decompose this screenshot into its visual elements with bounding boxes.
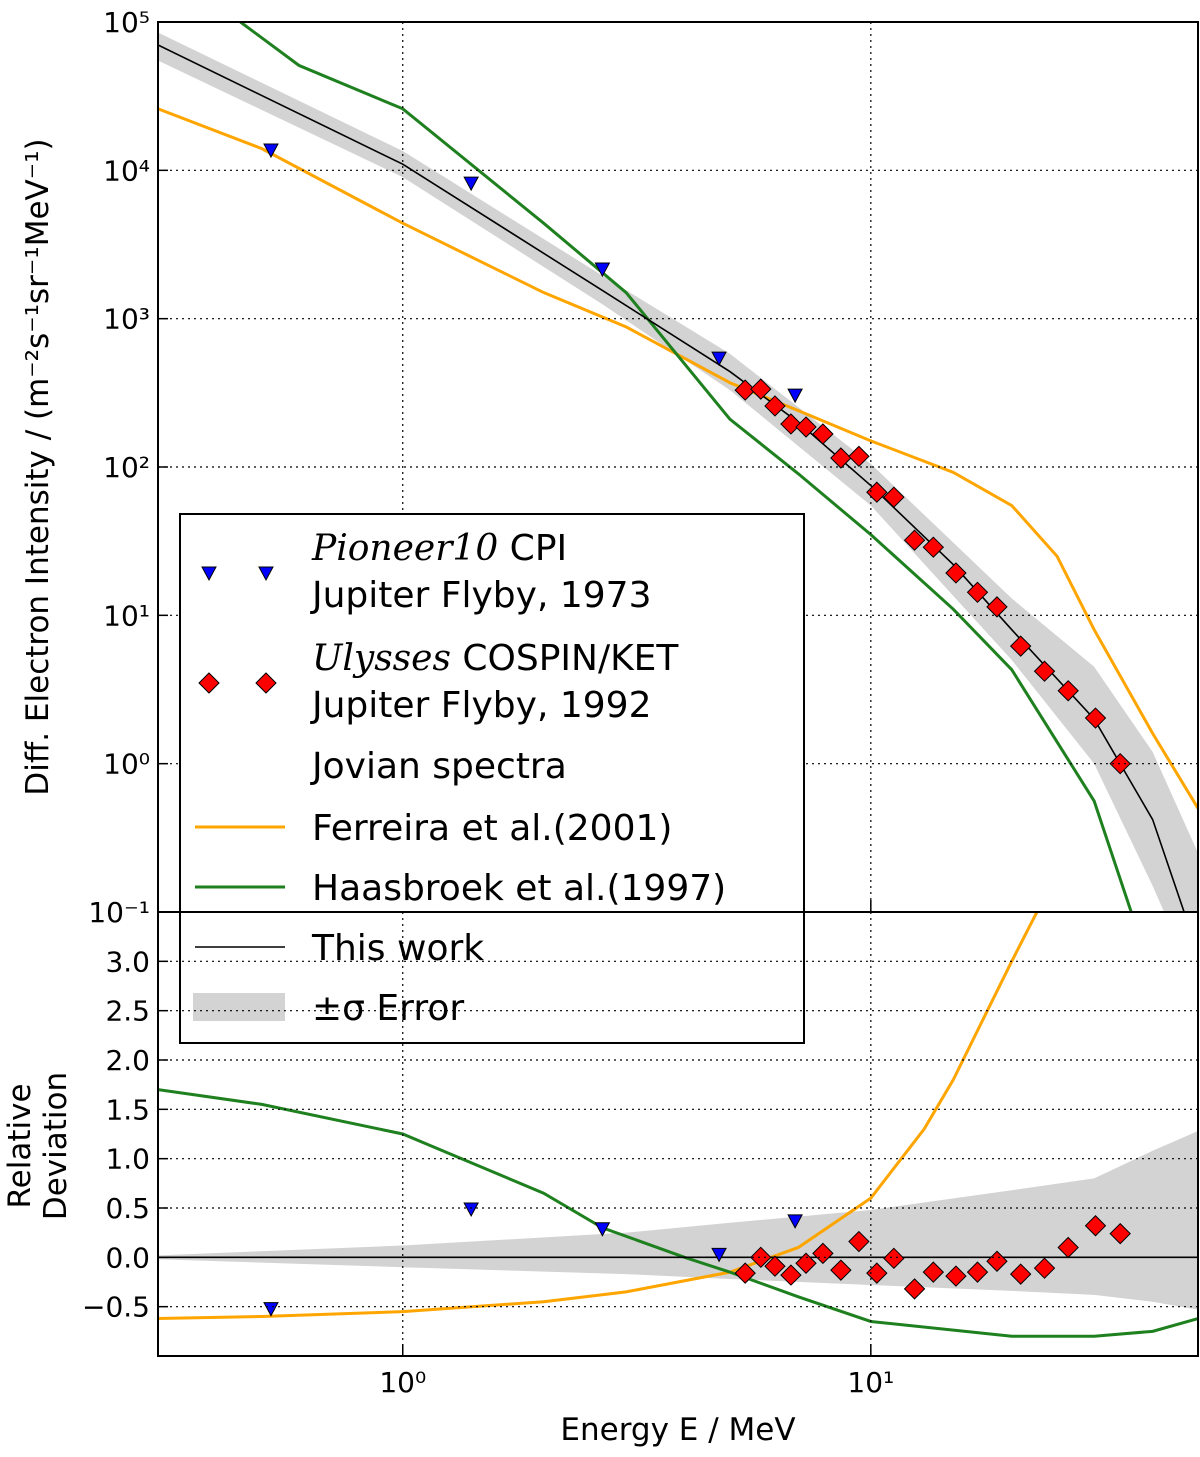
diamond-marker — [922, 536, 945, 558]
x-tick-label: 10⁰ — [379, 1366, 426, 1399]
diamond-marker — [866, 1262, 888, 1284]
diamond-marker — [812, 1242, 834, 1265]
diamond-marker — [750, 1246, 772, 1269]
y-tick-label: 1.5 — [105, 1093, 150, 1126]
curve — [239, 22, 1133, 912]
diamond-marker — [1009, 635, 1032, 657]
diamond-marker — [1109, 1222, 1131, 1245]
triangle-marker — [263, 143, 279, 159]
legend-swatch — [193, 993, 285, 1021]
legend-label: Ferreira et al.(2001) — [312, 808, 672, 849]
legend-marker — [201, 566, 217, 582]
diamond-marker — [903, 1278, 926, 1300]
triangle-marker — [594, 1222, 611, 1237]
legend-label: ±σ Error — [312, 988, 464, 1029]
diamond-marker — [883, 1247, 905, 1270]
y-tick-label: 1.0 — [105, 1143, 150, 1176]
diamond-marker — [780, 413, 802, 435]
diamond-marker — [795, 1252, 817, 1274]
diamond-marker — [1084, 707, 1107, 729]
legend-label: This work — [311, 928, 484, 969]
diamond-marker — [883, 486, 905, 508]
diamond-marker — [848, 445, 870, 468]
error-band — [158, 1131, 1198, 1310]
diamond-marker — [986, 1250, 1008, 1272]
diamond-marker — [966, 1261, 989, 1283]
legend-marker — [198, 672, 220, 694]
triangle-marker — [594, 262, 611, 278]
legend-label: Pioneer10 CPI Jupiter Flyby, 1973 — [310, 528, 651, 616]
diamond-marker — [795, 416, 817, 438]
diamond-marker — [1109, 752, 1131, 775]
legend-marker — [258, 566, 274, 582]
triangle-marker — [263, 1302, 279, 1317]
diamond-marker — [750, 378, 772, 400]
y-tick-label: 0.5 — [105, 1192, 150, 1225]
curve — [158, 107, 1198, 810]
diamond-marker — [830, 1259, 852, 1281]
y-axis-label: RelativeDeviation — [2, 1072, 74, 1220]
legend-label: Ulysses COSPIN/KET Jupiter Flyby, 1992 — [310, 638, 679, 726]
diamond-marker — [764, 395, 786, 417]
triangle-marker — [787, 1214, 803, 1229]
diamond-marker — [848, 1230, 870, 1253]
diamond-marker — [945, 562, 967, 584]
diamond-marker — [866, 481, 888, 503]
legend-label: Haasbroek et al.(1997) — [312, 868, 726, 909]
triangle-marker — [787, 388, 803, 404]
y-axis-label: Diff. Electron Intensity / (m⁻²s⁻¹sr⁻¹Me… — [20, 138, 56, 795]
y-tick-label: 10² — [103, 451, 150, 484]
diamond-marker — [1033, 1257, 1056, 1279]
diamond-marker — [945, 1265, 967, 1287]
diamond-marker — [986, 596, 1008, 618]
diamond-marker — [780, 1264, 802, 1286]
y-tick-label: 10⁻¹ — [88, 896, 150, 929]
triangle-marker — [711, 351, 727, 367]
axes-frame — [157, 911, 1199, 1357]
diamond-marker — [1057, 680, 1079, 702]
x-axis-label: Energy E / MeV — [560, 1412, 795, 1448]
diamond-marker — [1033, 660, 1056, 682]
diamond-marker — [903, 529, 926, 551]
diamond-marker — [1057, 1236, 1079, 1259]
legend-marker — [255, 672, 277, 694]
y-tick-label: 2.0 — [105, 1044, 150, 1077]
triangle-marker — [711, 1247, 727, 1263]
y-tick-label: 10³ — [103, 303, 150, 336]
y-tick-label: 0.0 — [105, 1241, 150, 1274]
legend-heading: Jovian spectra — [310, 746, 567, 787]
legend-box — [179, 513, 805, 1044]
plot-area — [158, 22, 1198, 912]
triangle-marker — [463, 176, 479, 192]
diamond-marker — [734, 379, 756, 401]
y-tick-label: −0.5 — [82, 1291, 150, 1324]
diamond-marker — [830, 447, 852, 469]
diamond-marker — [922, 1261, 945, 1283]
diamond-marker — [1084, 1215, 1107, 1237]
y-tick-label: 2.5 — [105, 995, 150, 1028]
diamond-marker — [734, 1262, 756, 1284]
y-tick-label: 10⁴ — [103, 154, 150, 187]
diamond-marker — [966, 581, 989, 603]
triangle-marker — [463, 1202, 479, 1218]
y-tick-label: 10¹ — [103, 599, 150, 632]
x-tick-label: 10¹ — [847, 1366, 894, 1399]
diamond-marker — [764, 1255, 786, 1277]
y-tick-label: 3.0 — [105, 945, 150, 978]
diamond-marker — [1009, 1263, 1032, 1285]
y-tick-label: 10⁰ — [103, 748, 150, 781]
y-tick-label: 10⁵ — [103, 6, 150, 39]
diamond-marker — [812, 423, 834, 445]
